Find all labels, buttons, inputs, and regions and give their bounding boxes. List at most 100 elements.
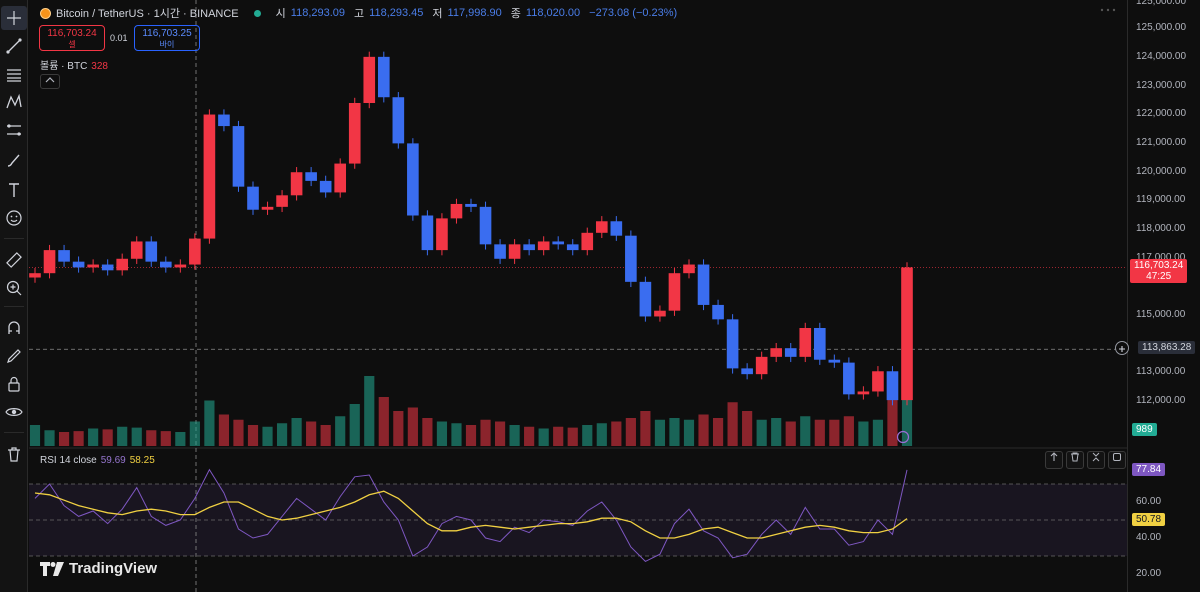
price-chart-canvas[interactable] [29, 0, 1127, 592]
eye-icon[interactable] [1, 400, 27, 424]
crosshair-icon[interactable] [1, 6, 27, 30]
candle-body [407, 143, 419, 216]
volume-bar [538, 428, 549, 446]
volume-bar [320, 425, 331, 446]
volume-bar [683, 419, 695, 446]
drawing-mode-icon[interactable] [1, 344, 27, 368]
candle-body [712, 304, 724, 320]
price-tick: 122,000.00 [1136, 108, 1187, 119]
volume-bar [102, 429, 113, 446]
volume-bar [654, 419, 666, 446]
price-tick: 120,000.00 [1136, 166, 1187, 177]
sell-button[interactable]: 116,703.24 셀 [39, 25, 105, 51]
add-alert-button[interactable] [1115, 341, 1129, 355]
price-tick: 121,000.00 [1136, 137, 1187, 148]
delete-pane-button[interactable] [1066, 451, 1084, 469]
ruler-icon[interactable] [1, 248, 27, 272]
candle-body [683, 264, 695, 274]
candle-body [174, 264, 187, 268]
candle-body [668, 273, 681, 311]
symbol-title[interactable]: Bitcoin / TetherUS · 1시간 · BINANCE [56, 8, 239, 20]
forecast-icon[interactable] [1, 118, 27, 142]
candle-body [276, 195, 288, 207]
brush-icon[interactable] [1, 148, 27, 172]
candle-body [203, 114, 216, 239]
bar-countdown: 47:25 [1146, 271, 1172, 282]
candle-body [697, 264, 710, 305]
rsi-value: 59.69 [100, 455, 126, 466]
candle-body [247, 186, 259, 210]
volume-bar [814, 419, 825, 446]
volume-bar [436, 421, 448, 446]
trend-line-icon[interactable] [1, 34, 27, 58]
candle-body [130, 241, 143, 259]
candle-body [552, 241, 565, 245]
candle-body [581, 232, 594, 251]
buy-button[interactable]: 116,703.25 바이 [134, 25, 200, 51]
volume-bar [276, 423, 288, 446]
emoji-icon[interactable] [1, 206, 27, 230]
chart-area[interactable] [29, 0, 1127, 592]
event-marker-icon [896, 430, 910, 444]
candle-body [334, 163, 347, 193]
collapse-legend-button[interactable] [40, 74, 60, 89]
candle-body [523, 244, 535, 251]
volume-bar [582, 425, 593, 446]
maximize-pane-button[interactable] [1087, 451, 1105, 469]
candle-body [101, 264, 114, 271]
volume-bar [509, 425, 520, 446]
close-label: 종 [510, 8, 521, 20]
rsi-tick: 60.00 [1136, 496, 1162, 507]
price-tick: 123,000.00 [1136, 80, 1187, 91]
volume-bar [189, 421, 200, 446]
window-icon [1113, 453, 1121, 461]
candle-body [436, 218, 448, 251]
candle-body [87, 264, 99, 268]
buy-price: 116,703.25 [142, 28, 192, 39]
volume-bar [117, 426, 128, 446]
high-label: 고 [354, 8, 365, 20]
candle-body [58, 250, 70, 262]
zoom-in-icon[interactable] [1, 276, 27, 300]
volume-bar [640, 411, 651, 446]
price-tick: 125,000.00 [1136, 0, 1187, 7]
candle-body [625, 235, 637, 282]
volume-bar [422, 418, 433, 446]
candle-body [290, 172, 303, 196]
price-axis[interactable]: 125,000.00 125,000.00 124,000.00 123,000… [1127, 0, 1200, 592]
buy-label: 바이 [159, 40, 175, 49]
candle-body [392, 97, 405, 144]
candle-body [726, 319, 739, 369]
low-label: 저 [432, 8, 443, 20]
pattern-icon[interactable] [1, 90, 27, 114]
trash-icon[interactable] [1, 442, 27, 466]
last-price-badge: 116,703.24 47:25 [1130, 259, 1188, 283]
candle-body [654, 310, 666, 317]
spread-value: 0.01 [110, 33, 128, 43]
sell-price: 116,703.24 [47, 28, 97, 39]
volume-legend[interactable]: 볼륨 · BTC 328 [40, 57, 108, 72]
candle-body [72, 261, 85, 268]
move-pane-up-button[interactable] [1045, 451, 1063, 469]
fib-retracement-icon[interactable] [1, 62, 27, 86]
drawing-toolbar [0, 0, 28, 592]
volume-bar [247, 425, 259, 446]
candle-body [465, 203, 477, 207]
toolbar-divider [4, 306, 24, 307]
magnet-icon[interactable] [1, 316, 27, 340]
volume-bar [712, 418, 724, 446]
pane-settings-button[interactable] [1108, 451, 1126, 469]
rsi-legend[interactable]: RSI 14 close 59.69 58.25 [40, 455, 155, 466]
text-icon[interactable] [1, 178, 27, 202]
tradingview-logo[interactable]: TradingView [40, 560, 157, 577]
volume-bar [887, 393, 898, 446]
lock-icon[interactable] [1, 372, 27, 396]
chart-options[interactable] [1098, 4, 1122, 20]
rsi-label: RSI 14 close [40, 455, 97, 466]
candle-body [508, 244, 521, 259]
volume-bar [393, 411, 404, 446]
candle-body [145, 241, 158, 262]
market-open-icon [253, 9, 261, 17]
price-tick: 112,000.00 [1136, 395, 1186, 406]
candle-body [537, 241, 550, 251]
